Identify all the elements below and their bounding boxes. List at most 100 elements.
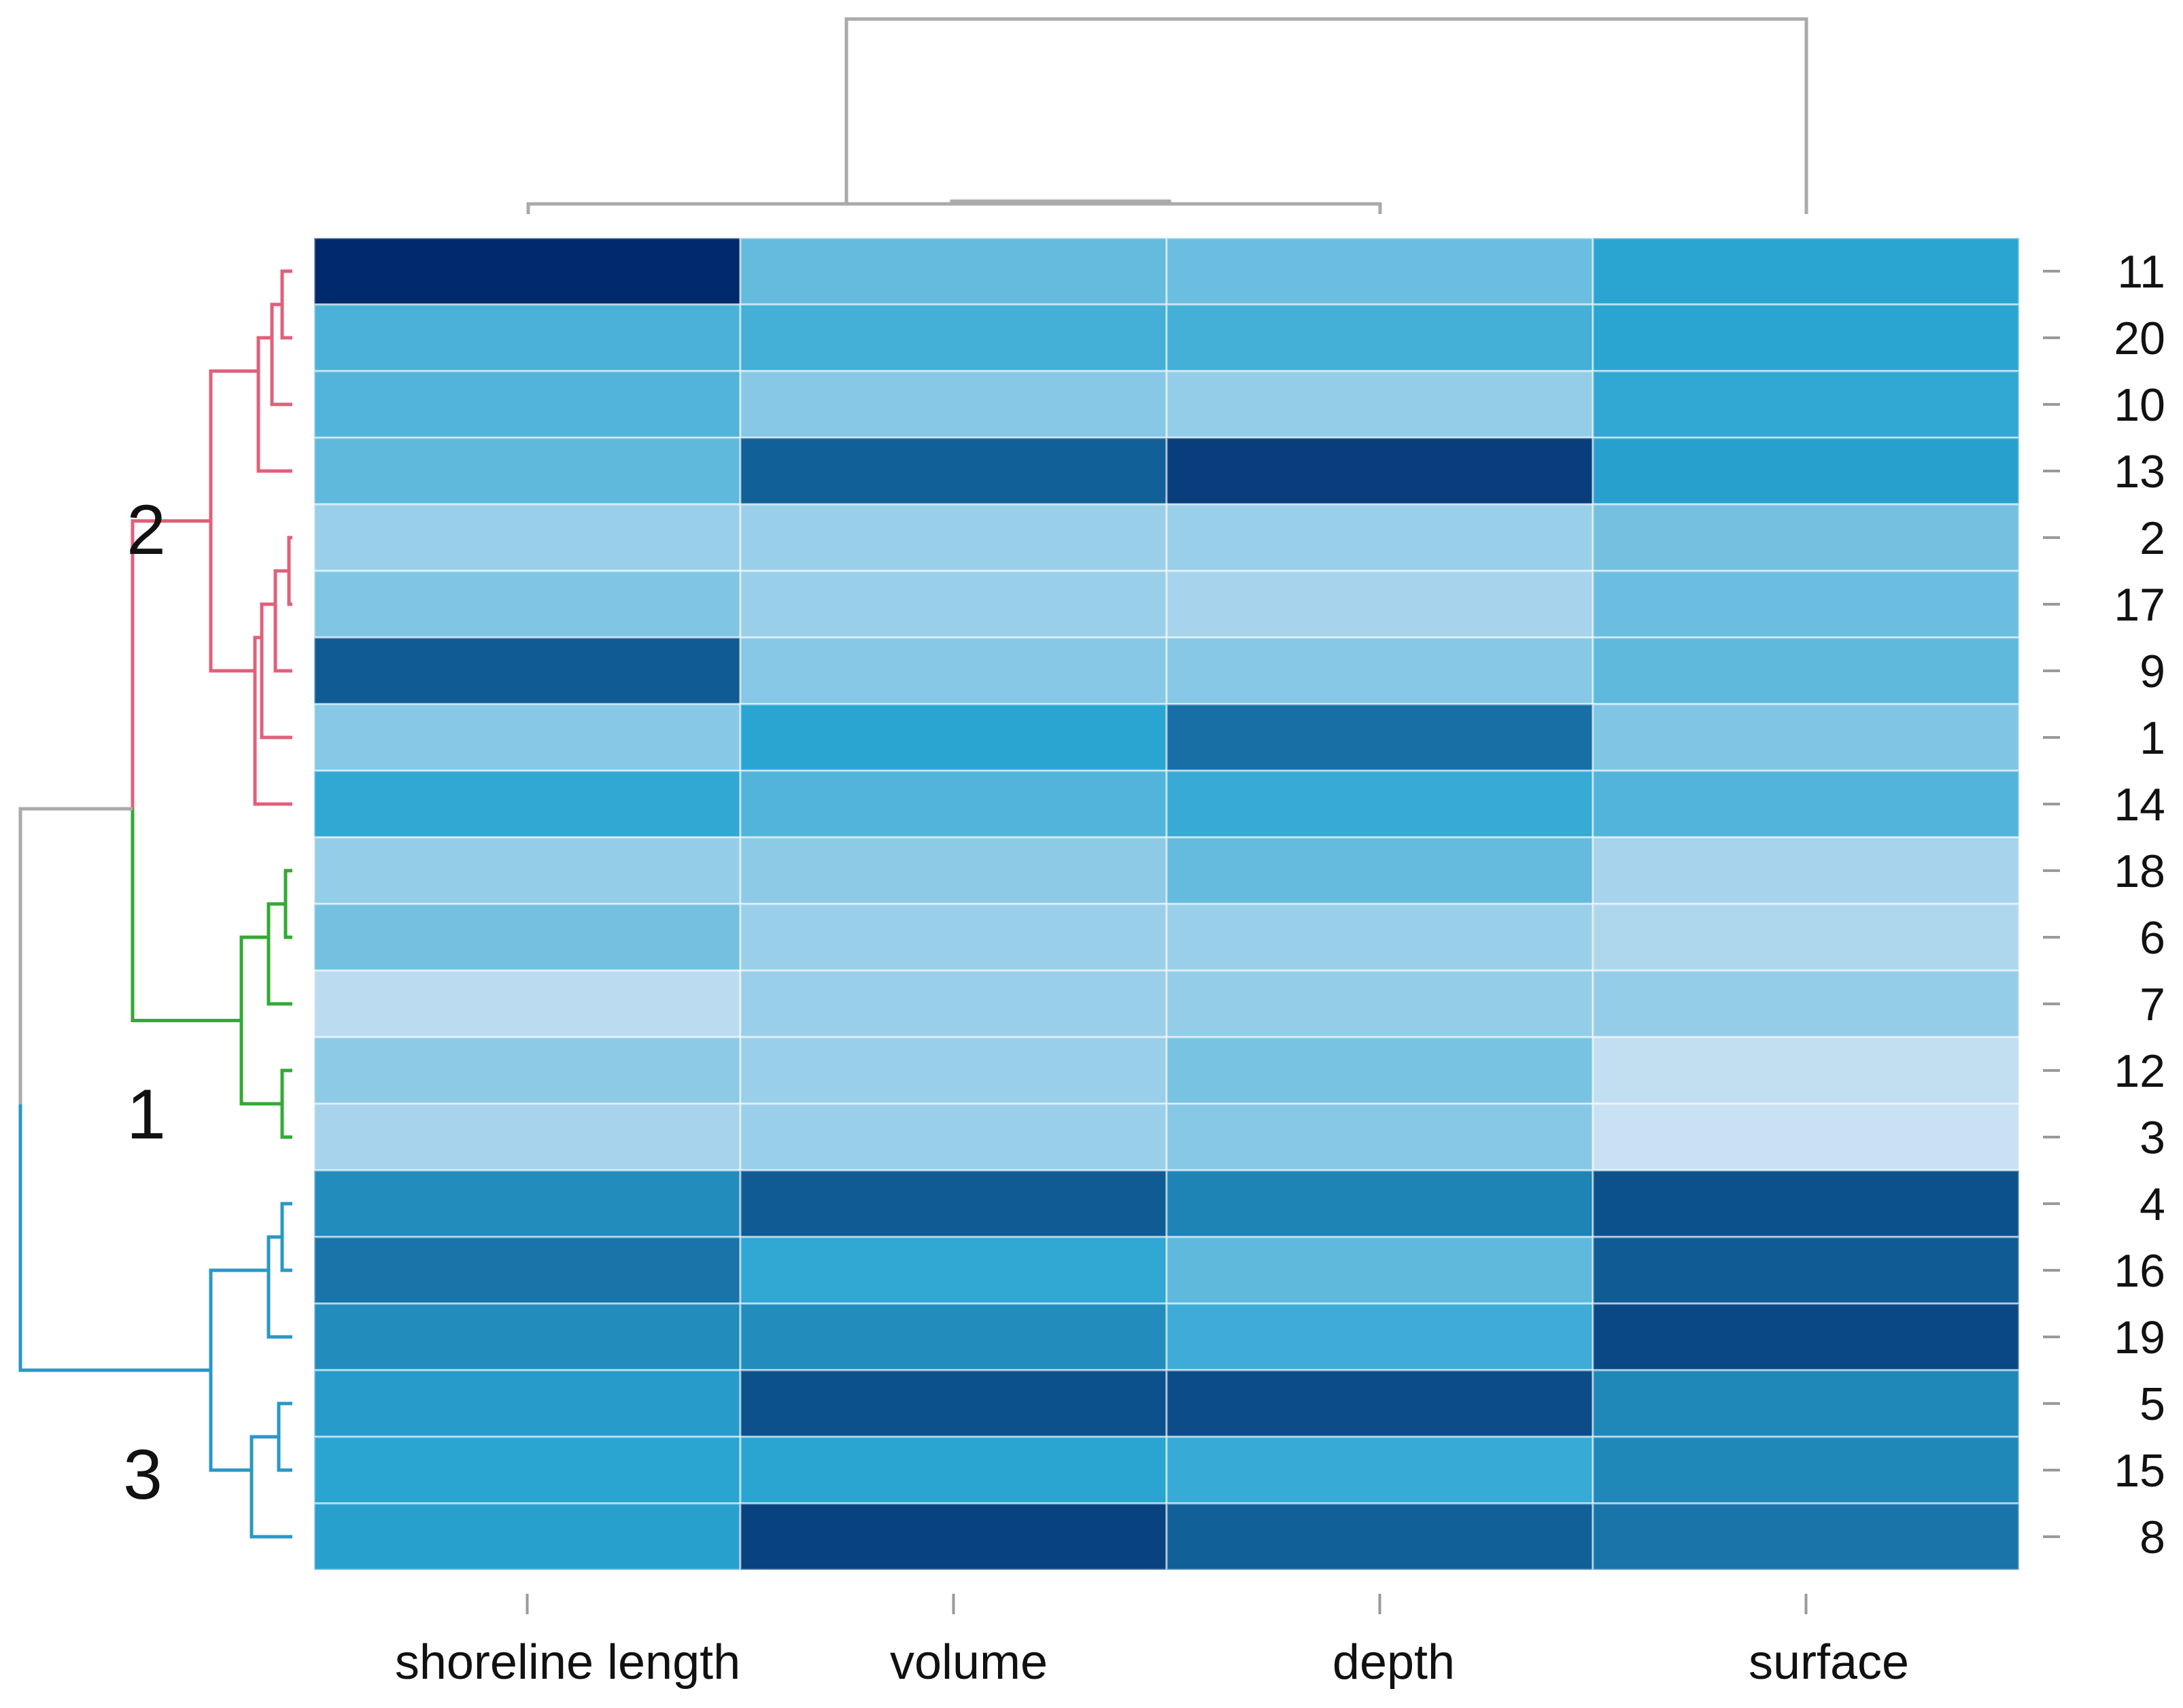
heat-cell-3-volume bbox=[739, 1102, 1168, 1172]
heat-cell-6-surface bbox=[1592, 903, 2021, 972]
heat-cell-12-shoreline-length bbox=[313, 1036, 742, 1105]
heat-cell-8-depth bbox=[1165, 1502, 1594, 1571]
heat-cell-1-depth bbox=[1165, 703, 1594, 772]
heat-cell-19-shoreline-length bbox=[313, 1302, 742, 1372]
heat-cell-2-shoreline-length bbox=[313, 503, 742, 572]
heat-cell-15-volume bbox=[739, 1435, 1168, 1505]
row-branch-7 bbox=[267, 902, 292, 1006]
heat-cell-14-shoreline-length bbox=[313, 769, 742, 839]
heat-cell-6-depth bbox=[1165, 903, 1594, 972]
heat-cell-18-surface bbox=[1592, 836, 2021, 905]
row-label-14: 14 bbox=[2114, 779, 2165, 831]
row-branch-cluster-2-sub bbox=[209, 369, 258, 673]
cluster-label-2: 2 bbox=[126, 491, 166, 570]
row-branch-19 bbox=[267, 1235, 292, 1339]
row-labels: 11 20 10 13 2 17 9 1 14 18 6 7 12 3 4 16 19 5 15 8 bbox=[2043, 246, 2165, 1563]
heat-cell-5-shoreline-length bbox=[313, 1369, 742, 1438]
row-label-7: 7 bbox=[2139, 979, 2165, 1030]
heat-cell-2-volume bbox=[739, 503, 1168, 572]
col-label-shoreline-length: shoreline length bbox=[395, 1635, 740, 1690]
row-branch-5-15 bbox=[277, 1401, 292, 1472]
heat-cell-18-shoreline-length bbox=[313, 836, 742, 905]
heat-cell-9-shoreline-length bbox=[313, 636, 742, 705]
cluster-labels: 2 1 3 bbox=[123, 491, 166, 1514]
heat-cell-1-shoreline-length bbox=[313, 703, 742, 772]
heat-cell-7-depth bbox=[1165, 969, 1594, 1039]
cluster-label-1: 1 bbox=[126, 1075, 166, 1154]
heat-cell-17-shoreline-length bbox=[313, 570, 742, 639]
col-label-volume: volume bbox=[890, 1635, 1048, 1690]
row-branch-join-1-2 bbox=[18, 807, 133, 1104]
row-branch-18-6 bbox=[283, 869, 292, 939]
row-branch-14 bbox=[253, 635, 292, 806]
heatmap-cells bbox=[313, 237, 2021, 1571]
heat-cell-20-volume bbox=[739, 303, 1168, 372]
row-label-10: 10 bbox=[2114, 379, 2165, 431]
heat-cell-17-surface bbox=[1592, 570, 2021, 639]
heat-cell-12-depth bbox=[1165, 1036, 1594, 1105]
row-label-19: 19 bbox=[2114, 1312, 2165, 1363]
row-label-20: 20 bbox=[2114, 313, 2165, 364]
heat-cell-7-shoreline-length bbox=[313, 969, 742, 1039]
heat-cell-9-surface bbox=[1592, 636, 2021, 705]
row-label-9: 9 bbox=[2139, 646, 2165, 697]
heat-cell-1-surface bbox=[1592, 703, 2021, 772]
heat-cell-8-shoreline-length bbox=[313, 1502, 742, 1571]
heat-cell-13-depth bbox=[1165, 436, 1594, 506]
row-branch-4-16 bbox=[280, 1202, 292, 1272]
row-label-3: 3 bbox=[2139, 1112, 2165, 1164]
heat-cell-3-shoreline-length bbox=[313, 1102, 742, 1172]
heat-cell-10-depth bbox=[1165, 370, 1594, 439]
heat-cell-4-shoreline-length bbox=[313, 1169, 742, 1238]
heat-cell-11-volume bbox=[739, 237, 1168, 306]
heat-cell-19-volume bbox=[739, 1302, 1168, 1372]
heat-cell-6-shoreline-length bbox=[313, 903, 742, 972]
heat-cell-12-surface bbox=[1592, 1036, 2021, 1105]
row-label-1: 1 bbox=[2139, 712, 2165, 764]
cluster-label-3: 3 bbox=[123, 1435, 162, 1514]
heat-cell-2-depth bbox=[1165, 503, 1594, 572]
heat-cell-20-depth bbox=[1165, 303, 1594, 372]
heat-cell-16-volume bbox=[739, 1236, 1168, 1305]
heat-cell-6-volume bbox=[739, 903, 1168, 972]
heat-cell-14-surface bbox=[1592, 769, 2021, 839]
heat-cell-7-surface bbox=[1592, 969, 2021, 1039]
heat-cell-4-volume bbox=[739, 1169, 1168, 1238]
row-branch-cluster-3 bbox=[18, 1104, 211, 1372]
row-label-16: 16 bbox=[2114, 1245, 2165, 1297]
heat-cell-14-depth bbox=[1165, 769, 1594, 839]
row-branch-13 bbox=[256, 336, 292, 473]
heat-cell-13-surface bbox=[1592, 436, 2021, 506]
heat-cell-15-depth bbox=[1165, 1435, 1594, 1505]
heat-cell-16-shoreline-length bbox=[313, 1236, 742, 1305]
row-label-18: 18 bbox=[2114, 846, 2165, 897]
heat-cell-2-surface bbox=[1592, 503, 2021, 572]
row-label-4: 4 bbox=[2139, 1179, 2165, 1230]
column-dendrogram-branch-3 bbox=[844, 17, 1808, 214]
row-label-2: 2 bbox=[2139, 512, 2165, 564]
heat-cell-12-volume bbox=[739, 1036, 1168, 1105]
row-label-11: 11 bbox=[2117, 246, 2165, 298]
row-branch-2-17 bbox=[287, 536, 292, 606]
row-branch-9 bbox=[273, 569, 292, 673]
heat-cell-19-depth bbox=[1165, 1302, 1594, 1372]
heat-cell-19-surface bbox=[1592, 1302, 2021, 1372]
column-dendrogram-branch-2 bbox=[950, 199, 1171, 204]
heat-cell-13-volume bbox=[739, 436, 1168, 506]
row-label-5: 5 bbox=[2139, 1378, 2165, 1430]
heat-cell-9-volume bbox=[739, 636, 1168, 705]
heat-cell-11-depth bbox=[1165, 237, 1594, 306]
heat-cell-5-depth bbox=[1165, 1369, 1594, 1438]
heat-cell-13-shoreline-length bbox=[313, 436, 742, 506]
row-branch-10 bbox=[270, 302, 292, 406]
row-branch-cluster-3-sub bbox=[209, 1268, 269, 1472]
heat-cell-20-shoreline-length bbox=[313, 303, 742, 372]
heat-cell-1-volume bbox=[739, 703, 1168, 772]
row-branch-cluster-1-sub bbox=[239, 935, 282, 1106]
heat-cell-16-surface bbox=[1592, 1236, 2021, 1305]
row-label-12: 12 bbox=[2114, 1045, 2165, 1097]
heat-cell-4-surface bbox=[1592, 1169, 2021, 1238]
heat-cell-7-volume bbox=[739, 969, 1168, 1039]
heat-cell-10-volume bbox=[739, 370, 1168, 439]
